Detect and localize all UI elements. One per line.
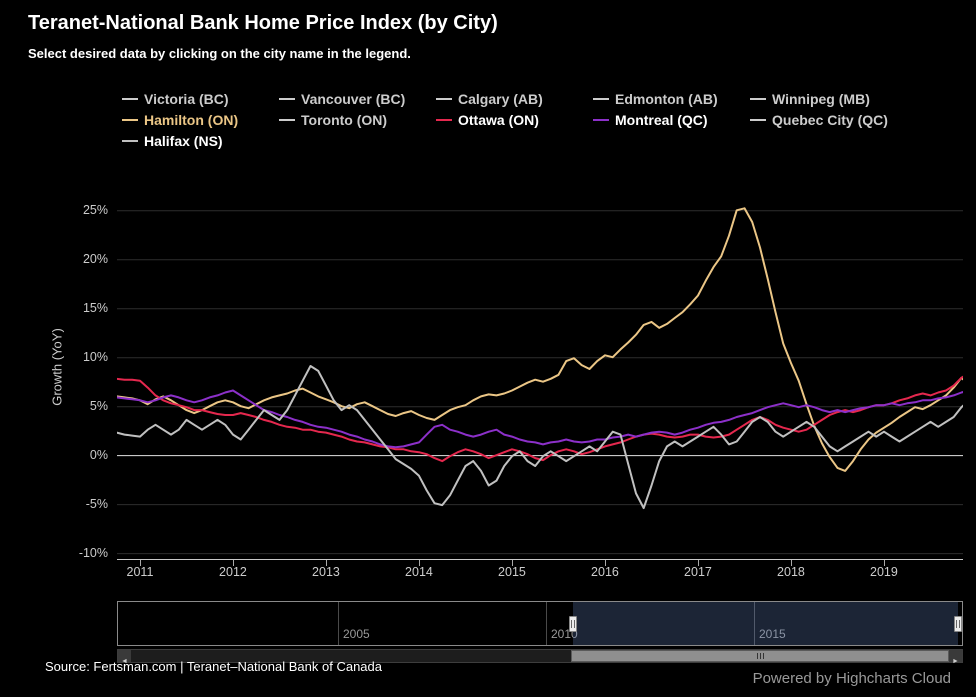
navigator[interactable]: 2005 2010 2015: [117, 601, 963, 646]
navigator-left-handle[interactable]: [569, 615, 577, 632]
x-axis-label: 2011: [126, 565, 154, 579]
handle-grip-icon: [571, 619, 572, 628]
x-axis-label: 2012: [219, 565, 247, 579]
series-dash-icon: [750, 97, 766, 100]
x-axis-tick: [697, 560, 699, 566]
scrollbar-left-button[interactable]: ◄: [118, 650, 131, 665]
series-dash-icon: [436, 118, 452, 121]
y-axis-label: 5%: [89, 399, 108, 414]
legend-item-label: Vancouver (BC): [301, 90, 406, 107]
navigator-axis-label: 2005: [343, 627, 370, 641]
legend: Victoria (BC) Vancouver (BC) Calgary (AB) E…: [122, 88, 932, 151]
plot-area[interactable]: [117, 175, 963, 560]
x-axis-tick: [511, 560, 513, 566]
series-line-montreal-qc: [117, 389, 963, 449]
legend-item-label: Ottawa (ON): [458, 111, 539, 128]
series-dash-icon: [593, 118, 609, 121]
y-axis-label: 15%: [82, 301, 108, 316]
legend-item-victoria-bc[interactable]: Victoria (BC): [122, 88, 279, 109]
series-dash-icon: [750, 118, 766, 121]
x-axis-label: 2014: [405, 565, 433, 579]
legend-item-label: Halifax (NS): [144, 132, 223, 149]
navigator-right-handle[interactable]: [954, 615, 962, 632]
series-dash-icon: [279, 97, 295, 100]
handle-grip-icon: [574, 619, 575, 628]
scrollbar-right-button[interactable]: ►: [949, 650, 962, 665]
scrollbar-grip-icon: [756, 653, 758, 659]
x-axis-tick: [883, 560, 885, 566]
legend-item-hamilton-on[interactable]: Hamilton (ON): [122, 109, 279, 130]
x-axis-tick: [418, 560, 420, 566]
handle-grip-icon: [959, 619, 960, 628]
series-dash-icon: [122, 97, 138, 100]
legend-item-vancouver-bc[interactable]: Vancouver (BC): [279, 88, 436, 109]
y-axis-label: 20%: [82, 252, 108, 267]
source-text: Source: Fertsman.com | Teranet–National …: [45, 659, 382, 674]
series-line-hamilton-on: [117, 207, 963, 472]
navigator-axis-label: 2015: [759, 627, 786, 641]
chart-title: Teranet-National Bank Home Price Index (…: [28, 12, 498, 34]
chart-subtitle: Select desired data by clicking on the c…: [28, 46, 411, 61]
legend-item-toronto-on[interactable]: Toronto (ON): [279, 109, 436, 130]
legend-item-label: Edmonton (AB): [615, 90, 718, 107]
series-line-halifax-ns: [117, 365, 963, 510]
legend-item-label: Hamilton (ON): [144, 111, 239, 128]
scrollbar-grip-icon: [762, 653, 764, 659]
legend-item-label: Victoria (BC): [144, 90, 229, 107]
legend-item-ottawa-on[interactable]: Ottawa (ON): [436, 109, 593, 130]
scrollbar-thumb[interactable]: [571, 650, 949, 662]
legend-item-label: Quebec City (QC): [772, 111, 888, 128]
y-axis-label: 25%: [82, 203, 108, 218]
series-dash-icon: [436, 97, 452, 100]
x-axis-label: 2013: [312, 565, 340, 579]
series-dash-icon: [122, 118, 138, 121]
x-axis-label: 2016: [591, 565, 619, 579]
scrollbar-right-arrow-icon: ►: [952, 658, 959, 665]
legend-item-label: Winnipeg (MB): [772, 90, 870, 107]
x-axis-label: 2019: [870, 565, 898, 579]
legend-item-edmonton-ab[interactable]: Edmonton (AB): [593, 88, 750, 109]
navigator-gridline: [754, 602, 755, 645]
x-axis-label: 2017: [684, 565, 712, 579]
series-dash-icon: [279, 118, 295, 121]
legend-item-label: Calgary (AB): [458, 90, 543, 107]
navigator-selected-range[interactable]: [573, 602, 958, 645]
legend-item-winnipeg-mb[interactable]: Winnipeg (MB): [750, 88, 907, 109]
series-line-ottawa-on: [117, 375, 963, 463]
x-axis-label: 2015: [498, 565, 526, 579]
legend-item-quebec-city-qc[interactable]: Quebec City (QC): [750, 109, 907, 130]
x-axis-tick: [325, 560, 327, 566]
legend-item-label: Montreal (QC): [615, 111, 708, 128]
highcharts-credits-link[interactable]: Powered by Highcharts Cloud: [752, 670, 951, 687]
x-axis-tick: [139, 560, 141, 566]
scrollbar-left-arrow-icon: ◄: [121, 658, 128, 665]
navigator-gridline: [546, 602, 547, 645]
handle-grip-icon: [956, 619, 957, 628]
series-dash-icon: [593, 97, 609, 100]
y-axis-label: -5%: [85, 497, 108, 512]
x-axis-tick: [604, 560, 606, 566]
legend-item-halifax-ns[interactable]: Halifax (NS): [122, 130, 279, 151]
x-axis-tick: [790, 560, 792, 566]
x-axis-tick: [232, 560, 234, 566]
x-axis-label: 2018: [777, 565, 805, 579]
navigator-gridline: [338, 602, 339, 645]
scrollbar[interactable]: ◄ ►: [117, 649, 963, 665]
legend-item-calgary-ab[interactable]: Calgary (AB): [436, 88, 593, 109]
scrollbar-grip-icon: [759, 653, 761, 659]
y-axis-label: 10%: [82, 350, 108, 365]
y-axis-title: Growth (YoY): [49, 328, 65, 406]
y-axis-label: -10%: [78, 546, 108, 561]
legend-item-montreal-qc[interactable]: Montreal (QC): [593, 109, 750, 130]
legend-item-label: Toronto (ON): [301, 111, 388, 128]
series-dash-icon: [122, 139, 138, 142]
y-axis-label: 0%: [89, 448, 108, 463]
